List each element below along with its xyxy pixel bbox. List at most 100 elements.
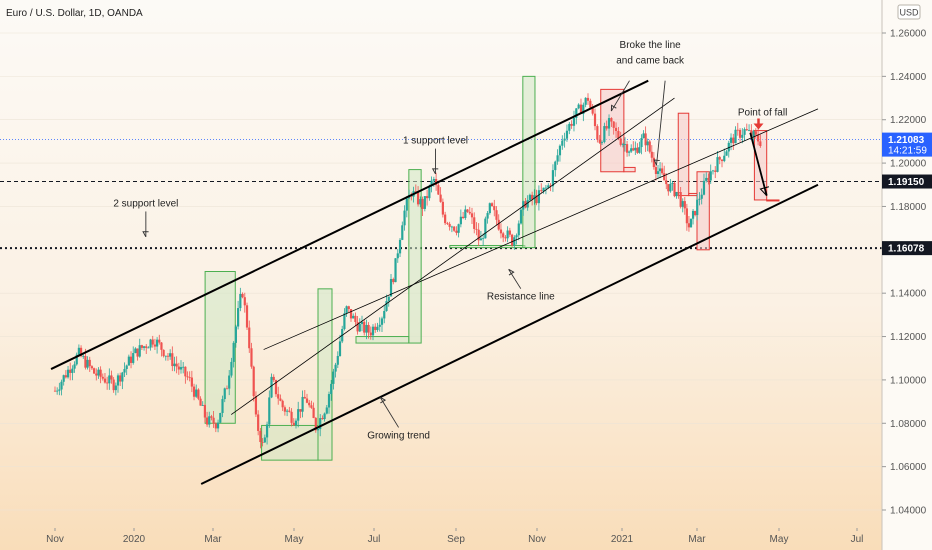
candle-body [84,355,87,368]
candle [600,140,604,145]
candle-body [515,235,518,238]
candle [77,344,80,357]
candle-body [127,356,130,366]
candle-body [199,398,202,406]
candle [540,183,543,193]
candle [439,187,442,203]
candle-body [330,383,333,395]
candle [702,173,706,196]
candle-body [630,148,633,152]
candle [169,349,172,360]
candle-body [729,137,733,143]
candle-body [644,133,647,146]
candle-body [294,420,298,426]
candle-body [316,429,320,431]
candle-body [356,321,359,332]
candle-body [533,195,536,200]
candle [596,124,599,143]
growing-trend-label-arrow-head [379,396,387,404]
candle [140,344,143,351]
candle-body [90,366,94,369]
candle-body [108,375,111,384]
fall-arrow [749,132,768,196]
candle-body [605,126,608,129]
candle-body [745,129,748,131]
red-range-box [623,166,636,173]
candle [201,401,204,406]
candle [679,186,682,209]
candle [665,173,668,190]
candle-body [71,368,74,373]
currency-button[interactable]: USD [897,4,921,20]
candle [177,362,180,375]
candle [199,396,202,406]
candle-body [367,324,370,333]
candle [470,207,474,224]
candle-body [448,223,451,227]
candle-body [279,398,282,401]
price-tick-label: 1.24000 [890,72,927,83]
candle [743,127,746,141]
candle [563,132,566,148]
candle-body [77,347,80,355]
candle-body [479,238,483,241]
candle-body [177,366,180,370]
candle-body [403,210,406,226]
candle-body [625,144,629,153]
candle [654,165,658,181]
candle [119,372,122,386]
candle [614,122,618,138]
candle-body [754,131,757,135]
highlight-boxes [204,75,780,461]
candle [60,379,63,396]
time-tick-label: 2021 [611,534,634,545]
candle-body [419,199,422,205]
candle-body [225,388,229,390]
candle-body [221,399,224,413]
candle-body [166,355,170,357]
support-1-label: 1 support level [403,136,468,147]
candle [184,366,187,384]
candle [591,104,594,116]
candle [663,165,666,181]
candlesticks [53,93,762,449]
candle-body [129,356,133,363]
candle [62,374,65,386]
candle [336,351,339,369]
candle-body [707,177,710,181]
candle-body [101,376,104,379]
candle-body [272,376,275,381]
candle [232,341,235,368]
candle [378,317,381,332]
candle [389,274,393,297]
candle-body [614,127,618,131]
candle [75,352,78,366]
candle [759,134,762,148]
candle-body [671,182,674,184]
candle [268,390,271,428]
candle-body [506,230,509,239]
candle-body [56,390,59,392]
price-tick-label: 1.20000 [890,159,927,170]
price-tick-label: 1.08000 [890,419,927,430]
candle-body [610,118,613,122]
candle [301,390,304,418]
broke-line-arrow-2 [656,80,666,166]
candle [441,198,444,218]
candle [259,427,262,449]
candle [464,205,467,220]
candle-body [305,398,309,403]
candle-body [376,326,379,331]
candle-body [162,349,165,357]
candle-body [612,121,615,128]
candle-body [464,209,467,219]
candle [53,386,57,392]
candle [228,370,231,396]
candle-body [549,185,552,187]
candle [675,191,678,199]
candle-body [134,348,137,354]
candle-body [461,216,465,219]
candle [286,409,289,417]
time-tick-label: Sep [447,534,465,545]
